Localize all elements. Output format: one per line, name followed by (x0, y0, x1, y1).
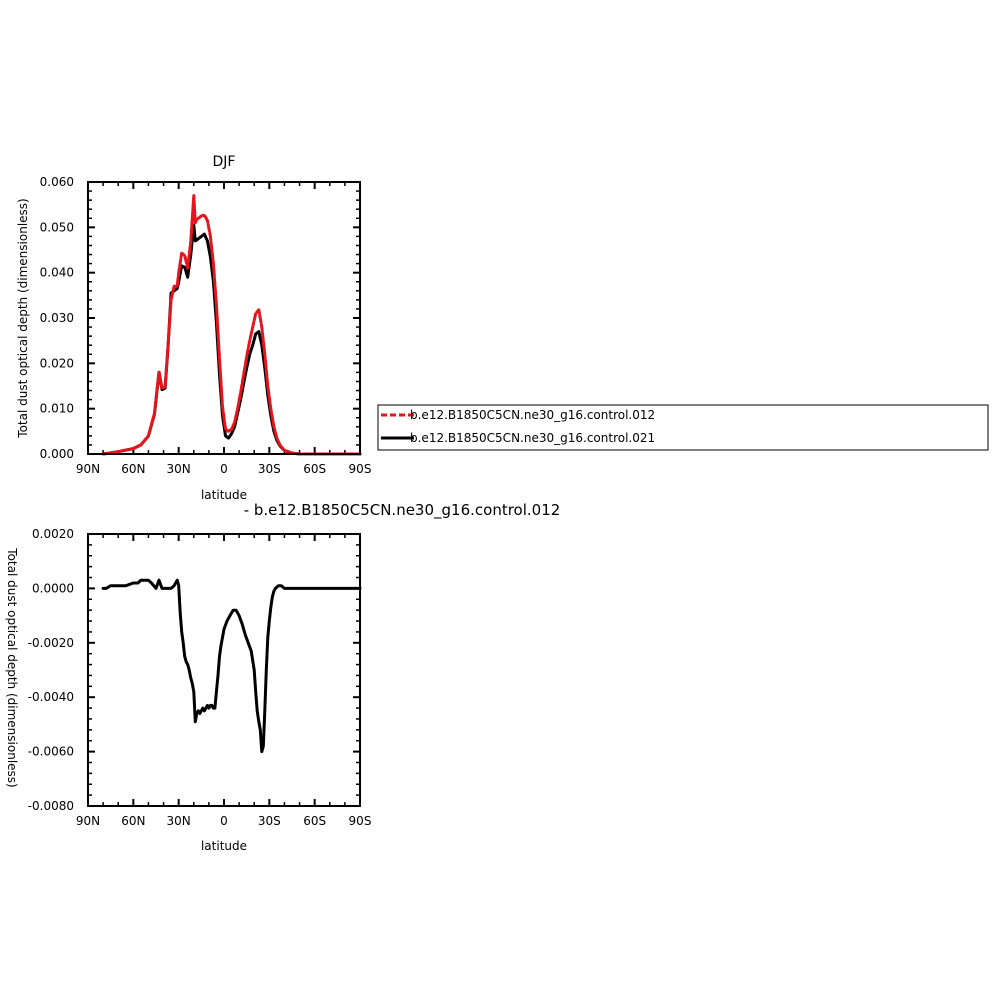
top-series (101, 194, 362, 456)
bottom-series (101, 578, 362, 754)
bottom-ticks: 90N 60N 30N 0 30S 60S 90S 0.0020 0.0000 -0.0020 -0… (28, 527, 372, 828)
top-y-tick-label: 0.000 (40, 447, 74, 461)
bottom-series-line-0 (101, 578, 362, 754)
legend: b.e12.B1850C5CN.ne30_g16.control.012 b.e… (377, 404, 989, 451)
bottom-x-tick-label: 60N (121, 814, 145, 828)
bottom-plot-frame (87, 533, 361, 807)
top-y-axis-label: Total dust optical depth (dimensionless) (16, 198, 30, 438)
legend-label-control-021: b.e12.B1850C5CN.ne30_g16.control.021 (410, 431, 655, 445)
bottom-y-axis-label: Total dust optical depth (dimensionless) (5, 547, 19, 787)
bottom-x-tick-label: 90N (76, 814, 100, 828)
top-y-tick-label: 0.030 (40, 311, 74, 325)
top-plot-frame (87, 181, 361, 455)
bottom-panel: - b.e12.B1850C5CN.ne30_g16.control.012 T… (5, 501, 560, 853)
top-x-tick-label: 90N (76, 462, 100, 476)
bottom-y-tick-label: -0.0020 (28, 636, 74, 650)
legend-box (377, 404, 989, 451)
bottom-y-tick-label: -0.0060 (28, 745, 74, 759)
bottom-x-tick-label: 0 (220, 814, 228, 828)
bottom-y-tick-label: 0.0000 (32, 581, 74, 595)
top-y-tick-label: 0.060 (40, 175, 74, 189)
top-y-tick-label: 0.040 (40, 266, 74, 280)
top-series-line-1 (101, 223, 362, 456)
top-y-tick-label: 0.020 (40, 356, 74, 370)
top-chart-title: DJF (213, 154, 236, 170)
bottom-chart-title: - b.e12.B1850C5CN.ne30_g16.control.012 (244, 501, 561, 520)
top-x-tick-label: 0 (220, 462, 228, 476)
bottom-x-tick-label: 30S (258, 814, 281, 828)
bottom-x-axis-label: latitude (201, 839, 247, 853)
top-x-tick-label: 30N (167, 462, 191, 476)
top-y-tick-label: 0.050 (40, 220, 74, 234)
top-x-tick-label: 30S (258, 462, 281, 476)
legend-label-control-012: b.e12.B1850C5CN.ne30_g16.control.012 (410, 408, 655, 422)
top-y-tick-label: 0.010 (40, 402, 74, 416)
top-x-tick-label: 90S (349, 462, 372, 476)
bottom-y-tick-label: -0.0080 (28, 799, 74, 813)
bottom-y-tick-label: 0.0020 (32, 527, 74, 541)
top-x-tick-label: 60S (303, 462, 326, 476)
top-panel: DJF Total dust optical depth (dimensionl… (16, 154, 371, 502)
bottom-x-tick-label: 90S (349, 814, 372, 828)
top-x-tick-label: 60N (121, 462, 145, 476)
top-series-line-0 (101, 194, 362, 456)
bottom-y-tick-label: -0.0040 (28, 690, 74, 704)
top-x-axis-label: latitude (201, 488, 247, 502)
bottom-x-tick-label: 60S (303, 814, 326, 828)
bottom-x-tick-label: 30N (167, 814, 191, 828)
